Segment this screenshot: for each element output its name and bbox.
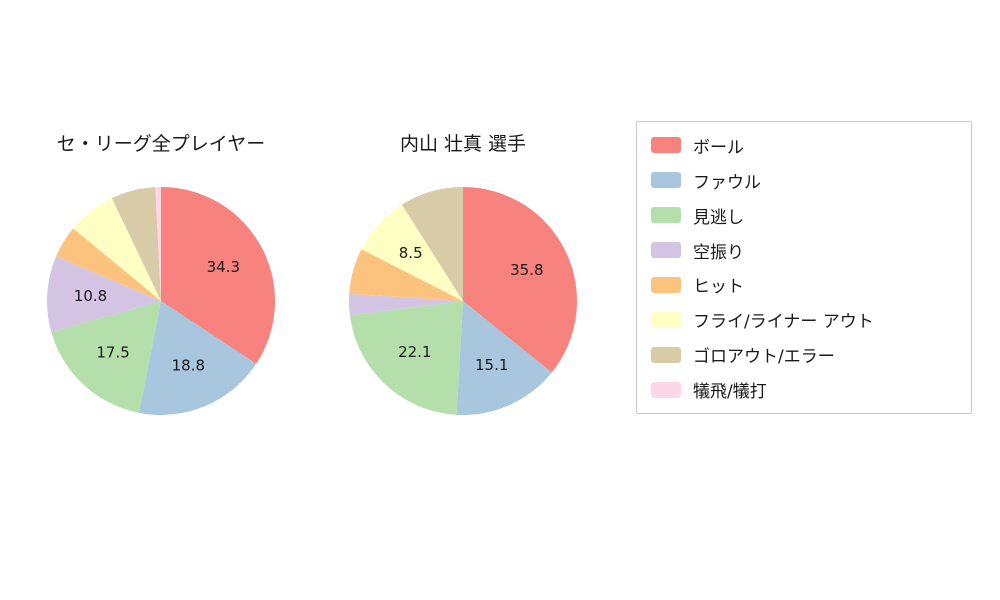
right-chart-title: 内山 壮真 選手 <box>399 133 527 155</box>
legend-item-hit: ヒット <box>637 268 971 303</box>
slice-value-label-foul: 18.8 <box>172 357 205 375</box>
legend-item-groundout-error: ゴロアウト/エラー <box>637 337 971 372</box>
pie-slice-fly-liner-out <box>73 198 161 301</box>
left-chart-title: セ・リーグ全プレイヤー <box>56 133 266 155</box>
legend-label-called-strike: 見逃し <box>693 207 744 228</box>
slice-value-label-swinging-strike: 10.8 <box>74 287 107 305</box>
slice-value-label-called-strike: 22.1 <box>398 343 431 361</box>
legend-swatch-fly-liner-out <box>651 311 681 328</box>
slice-value-label-ball: 34.3 <box>207 258 240 276</box>
slice-value-label-foul: 15.1 <box>475 356 508 374</box>
legend-label-ball: ボール <box>693 137 744 158</box>
pie-slice-sac-fly-bunt <box>155 186 161 301</box>
legend-label-foul: ファウル <box>693 172 761 193</box>
legend-item-called-strike: 見逃し <box>637 198 971 233</box>
legend-label-hit: ヒット <box>693 277 744 298</box>
legend-item-foul: ファウル <box>637 163 971 198</box>
pie-chart-league-all-players: 34.3 18.8 17.5 10.8 <box>46 186 275 415</box>
legend-item-swinging-strike: 空振り <box>637 233 971 268</box>
pie-slice-groundout-error <box>111 187 161 301</box>
pie-slice-swinging-strike <box>348 293 463 316</box>
legend-swatch-sac-fly-bunt <box>651 381 681 398</box>
legend-label-sac-fly-bunt: 犠飛/犠打 <box>693 382 767 403</box>
pie-slice-ball <box>161 187 275 364</box>
legend-swatch-hit <box>651 276 681 293</box>
slice-value-label-ball: 35.8 <box>510 261 543 279</box>
legend-swatch-foul <box>651 172 681 189</box>
pie-slice-called-strike <box>51 301 161 413</box>
pie-slice-groundout-error <box>401 187 463 301</box>
pie-slice-called-strike <box>349 301 463 415</box>
pie-slice-foul <box>138 301 257 415</box>
slice-value-label-called-strike: 17.5 <box>96 344 129 362</box>
legend-label-swinging-strike: 空振り <box>693 242 744 263</box>
legend-swatch-called-strike <box>651 207 681 224</box>
legend-item-ball: ボール <box>637 128 971 163</box>
pie-slice-ball <box>463 187 577 373</box>
pie-slice-foul <box>456 301 552 416</box>
pie-chart-player-uchiyama: 35.8 15.1 22.1 8.5 <box>348 187 577 416</box>
legend-swatch-groundout-error <box>651 346 681 363</box>
legend-swatch-ball <box>651 137 681 154</box>
pie-slice-swinging-strike <box>46 256 161 333</box>
legend-item-fly-liner-out: フライ/ライナー アウト <box>637 302 971 337</box>
pie-slice-hit <box>56 228 162 301</box>
legend-swatch-swinging-strike <box>651 242 681 259</box>
pie-slice-hit <box>349 249 463 301</box>
slice-value-label-fly-liner-out: 8.5 <box>399 244 423 262</box>
legend: ボールファウル見逃し空振りヒットフライ/ライナー アウト ゴロアウト/エラー 犠飛/… <box>636 121 972 414</box>
legend-label-fly-liner-out: フライ/ライナー アウト <box>693 312 874 333</box>
legend-item-sac-fly-bunt: 犠飛/犠打 <box>637 372 971 407</box>
legend-label-groundout-error: ゴロアウト/エラー <box>693 347 835 368</box>
pie-slice-fly-liner-out <box>361 204 463 301</box>
